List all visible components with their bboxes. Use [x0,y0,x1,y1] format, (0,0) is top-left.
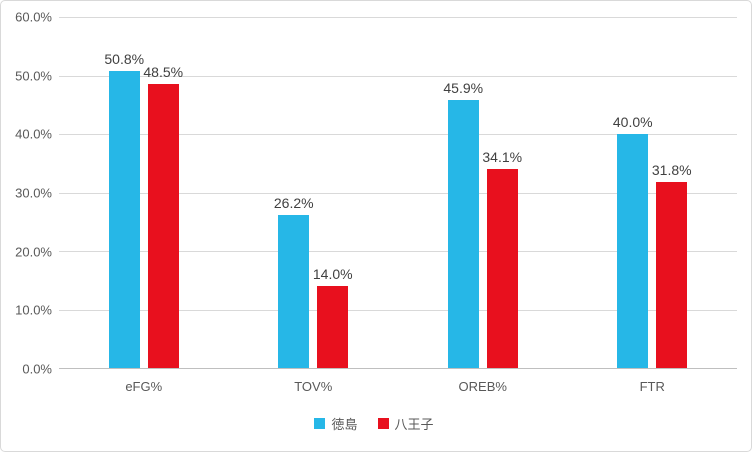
bar-徳島-FTR: 40.0% [613,114,653,368]
data-label: 34.1% [482,148,523,165]
data-label: 31.8% [651,161,692,178]
plot-area: 50.8% 48.5% 26.2% 14.0% 45.9% 34.1% 40.0% 31.8% [59,17,737,369]
y-tick-label: 30.0% [15,185,52,201]
legend-swatch-icon [377,417,389,429]
x-category-label: FTR [639,378,665,394]
gridline [59,17,737,18]
plot-row: 0.0% 10.0% 20.0% 30.0% 40.0% 50.0% 60.0% 50.8%… [11,10,737,377]
y-axis: 0.0% 10.0% 20.0% 30.0% 40.0% 50.0% 60.0% [11,10,59,377]
gridline [59,309,737,311]
x-category-label: TOV% [294,378,333,394]
legend-swatch-icon [314,417,326,429]
x-category-label: eFG% [125,378,163,394]
x-category-label: OREB% [458,378,507,394]
legend-item-八王子: 八王子 [377,414,434,433]
y-tick-label: 0.0% [22,361,52,377]
data-label: 50.8% [104,50,145,67]
data-label: 26.2% [273,194,314,211]
bar-group-eFG%: 50.8% 48.5% [59,17,229,368]
bar-group-FTR: 40.0% 31.8% [568,17,738,368]
y-tick-label: 40.0% [15,126,52,142]
data-label: 14.0% [312,266,353,283]
y-tick-label: 50.0% [15,68,52,84]
bar-徳島-OREB%: 45.9% [443,80,483,368]
bar-group-TOV%: 26.2% 14.0% [229,17,399,368]
data-label: 40.0% [612,114,653,130]
gridline [59,251,737,252]
bar-八王子-eFG%: 48.5% [143,64,183,368]
data-label: 48.5% [143,64,184,81]
x-axis: eFG% TOV% OREB% FTR [11,369,737,403]
bar-group-OREB%: 45.9% 34.1% [398,17,568,368]
legend-item-徳島: 徳島 [314,414,358,433]
bar-八王子-TOV%: 14.0% [313,266,353,368]
legend: 徳島 八王子 [11,403,737,443]
y-tick-label: 20.0% [15,244,52,260]
bar-八王子-FTR: 31.8% [652,162,692,368]
bar-groups: 50.8% 48.5% 26.2% 14.0% 45.9% 34.1% 40.0% 31.8% [59,17,737,368]
y-tick-label: 10.0% [15,302,52,318]
data-label: 45.9% [443,79,484,96]
legend-label: 八王子 [394,416,434,432]
gridline [59,192,737,194]
bar-八王子-OREB%: 34.1% [482,149,522,368]
bar-徳島-eFG%: 50.8% [104,51,144,368]
gridline [59,134,737,135]
legend-label: 徳島 [331,416,358,432]
gridline [59,75,737,77]
y-tick-label: 60.0% [15,9,52,25]
bar-徳島-TOV%: 26.2% [274,195,314,368]
